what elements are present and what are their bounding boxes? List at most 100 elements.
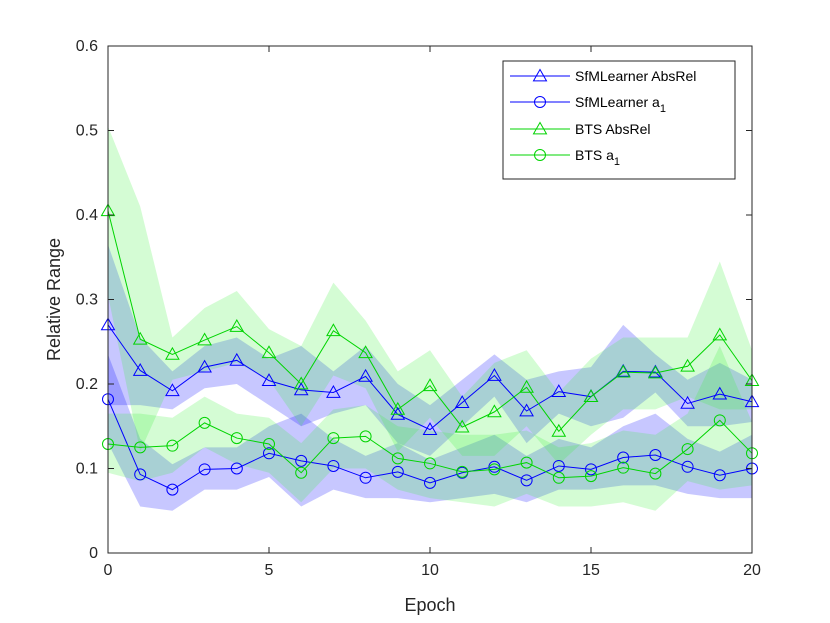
y-tick-label: 0 [89, 545, 98, 562]
x-tick-label: 5 [265, 562, 274, 579]
data-point [132, 362, 148, 376]
x-tick-label: 10 [421, 562, 439, 579]
band-2 [108, 126, 752, 465]
y-tick-label: 0.4 [76, 207, 98, 224]
data-point [166, 439, 179, 452]
y-tick-label: 0.1 [76, 461, 98, 478]
data-point [454, 395, 470, 408]
series-line-3 [107, 419, 753, 479]
series-markers [100, 203, 760, 496]
x-axis-ticks: 0 5 10 15 20 [104, 46, 761, 579]
data-point [165, 346, 180, 360]
data-point [326, 323, 341, 337]
data-point [134, 441, 147, 454]
data-point [230, 432, 243, 445]
data-point [681, 460, 694, 473]
y-tick-label: 0.6 [76, 38, 98, 55]
data-point [293, 376, 309, 390]
legend-marker-circle [534, 96, 546, 108]
data-point [680, 358, 695, 372]
data-point [390, 406, 406, 420]
data-point [229, 319, 245, 332]
series-line-2 [107, 210, 753, 433]
data-point [519, 379, 534, 393]
data-point [552, 459, 565, 472]
legend-label: SfMLearner a1 [575, 94, 666, 115]
legend-label: SfMLearner AbsRel [575, 68, 696, 84]
x-tick-label: 0 [104, 562, 113, 579]
data-point [454, 419, 470, 433]
legend: SfMLearner AbsRel SfMLearner a1 BTS AbsRel… [502, 60, 736, 180]
band-1 [108, 354, 752, 511]
data-point [390, 401, 406, 415]
data-point [585, 470, 597, 483]
y-axis-label: Relative Range [44, 238, 64, 361]
error-bands [108, 126, 752, 511]
y-tick-label: 0.2 [76, 376, 98, 393]
data-point [520, 456, 533, 469]
data-point [134, 468, 147, 481]
data-point [359, 430, 372, 443]
x-tick-label: 15 [582, 562, 600, 579]
data-point [617, 461, 630, 474]
data-point [197, 332, 212, 346]
data-point [713, 469, 726, 482]
legend-marker-triangle [532, 68, 548, 82]
data-point [166, 483, 179, 496]
data-point [520, 474, 533, 487]
data-point [585, 463, 597, 476]
data-point [487, 404, 502, 418]
data-point [551, 423, 567, 437]
data-point [422, 378, 438, 392]
data-point [198, 416, 211, 429]
data-point [649, 448, 662, 461]
data-point [261, 373, 277, 386]
data-point [488, 463, 501, 476]
data-point [681, 443, 694, 456]
legend-marker-circle [534, 149, 546, 161]
legend-marker-triangle [532, 121, 548, 135]
data-point [391, 452, 404, 465]
data-point [519, 403, 534, 417]
y-tick-label: 0.5 [76, 123, 98, 140]
data-point [456, 465, 469, 478]
data-point [424, 457, 436, 470]
x-tick-label: 20 [743, 562, 761, 579]
data-point [132, 331, 148, 345]
x-axis-label: Epoch [404, 595, 455, 615]
data-point [326, 384, 341, 398]
series-line-0 [107, 324, 753, 431]
series-line-1 [107, 399, 753, 491]
data-point [295, 454, 308, 467]
legend-label: BTS a1 [575, 147, 620, 168]
data-point [583, 389, 599, 403]
data-point [648, 365, 663, 379]
data-point [649, 467, 662, 480]
y-tick-label: 0.3 [76, 292, 98, 309]
data-point [424, 476, 436, 489]
data-point [552, 471, 565, 484]
y-axis-ticks: 0 0.1 0.2 0.3 0.4 0.5 0.6 [76, 38, 752, 562]
data-point [713, 414, 726, 427]
data-point [165, 383, 180, 397]
data-point [488, 460, 501, 473]
band-0 [108, 244, 752, 456]
data-point [263, 437, 275, 450]
data-point [617, 451, 630, 464]
data-point [358, 368, 373, 382]
data-point [391, 465, 404, 478]
data-point [198, 463, 211, 476]
data-point [230, 462, 243, 475]
data-point [551, 384, 567, 397]
data-point [327, 432, 340, 445]
data-point [229, 352, 245, 366]
data-point [712, 386, 728, 400]
data-point [487, 368, 502, 381]
data-point [712, 327, 728, 341]
series-lines [107, 210, 753, 491]
data-point [680, 395, 695, 409]
data-point [261, 345, 277, 359]
data-point [197, 359, 212, 373]
data-point [358, 345, 373, 359]
